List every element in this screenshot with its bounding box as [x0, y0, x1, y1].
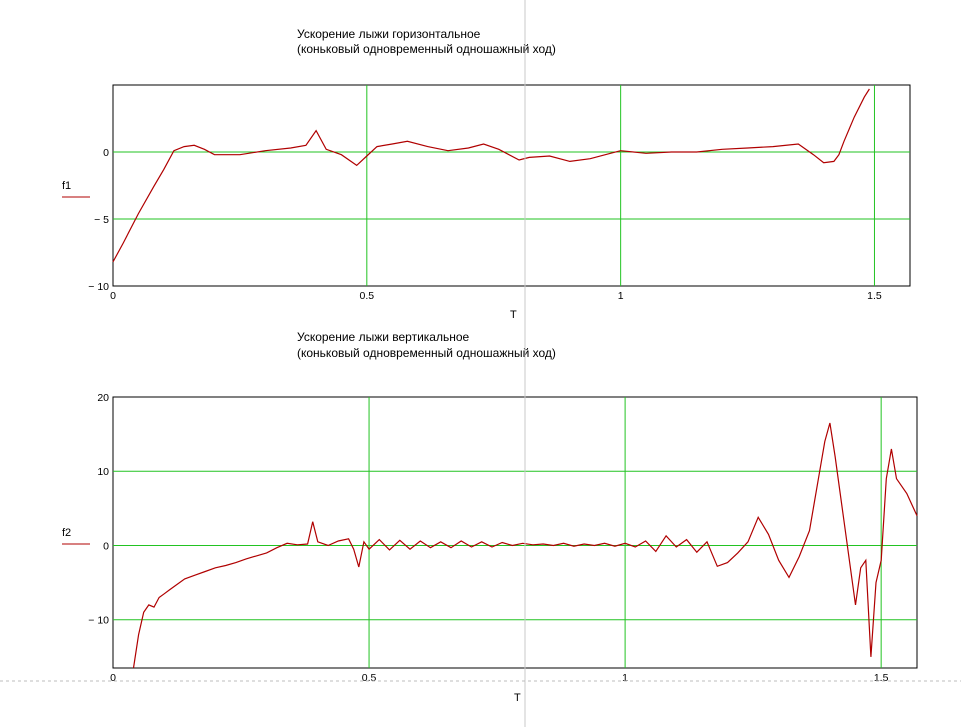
- chart2-x-tick-label: 0.5: [362, 672, 377, 684]
- chart2-x-axis-label: T: [514, 692, 521, 704]
- chart2-y-tick-label: 20: [97, 392, 109, 404]
- chart1-series-line: [112, 88, 870, 263]
- chart1-x-tick-labels: 0 0.5 1 1.5: [110, 290, 882, 302]
- chart1-plot-frame: [112, 84, 911, 287]
- chart-vertical-acceleration: Ускорение лыжи вертикальное (коньковый о…: [62, 330, 918, 704]
- chart2-y-tick-label: 0: [103, 540, 109, 552]
- chart2-x-tick-label: 1.5: [874, 672, 889, 684]
- chart1-y-axis-label: f1: [62, 180, 71, 192]
- chart2-x-tick-labels: 0 0.5 1 1.5: [110, 672, 889, 684]
- chart1-x-tick-label: 1.5: [867, 290, 882, 302]
- chart2-y-tick-label: − 10: [88, 615, 109, 627]
- chart1-title-line2: (коньковый одновременный одношажный ход): [297, 42, 556, 56]
- chart1-x-tick-label: 0.5: [360, 290, 375, 302]
- chart1-gridlines: [113, 85, 910, 286]
- chart2-plot-frame: [112, 396, 918, 669]
- chart1-y-tick-label: − 10: [88, 281, 109, 293]
- chart1-y-tick-label: 0: [103, 147, 109, 159]
- chart2-x-tick-label: 0: [110, 672, 116, 684]
- chart2-title-line2: (коньковый одновременный одношажный ход): [297, 346, 556, 360]
- chart1-x-axis-label: T: [510, 309, 517, 321]
- chart2-series-line: [132, 422, 918, 669]
- chart2-x-tick-label: 1: [622, 672, 628, 684]
- chart1-x-tick-label: 0: [110, 290, 116, 302]
- chart1-x-tick-label: 1: [618, 290, 624, 302]
- chart2-y-tick-label: 10: [97, 466, 109, 478]
- chart1-y-tick-labels: − 10 − 5 0: [88, 147, 109, 293]
- chart1-y-tick-label: − 5: [94, 214, 109, 226]
- chart2-title-line1: Ускорение лыжи вертикальное: [297, 330, 470, 344]
- chart2-y-tick-labels: − 10 0 10 20: [88, 392, 109, 627]
- chart2-y-axis-label: f2: [62, 527, 71, 539]
- chart1-title-line1: Ускорение лыжи горизонтальное: [297, 27, 481, 41]
- chart-horizontal-acceleration: Ускорение лыжи горизонтальное (коньковый…: [62, 27, 911, 321]
